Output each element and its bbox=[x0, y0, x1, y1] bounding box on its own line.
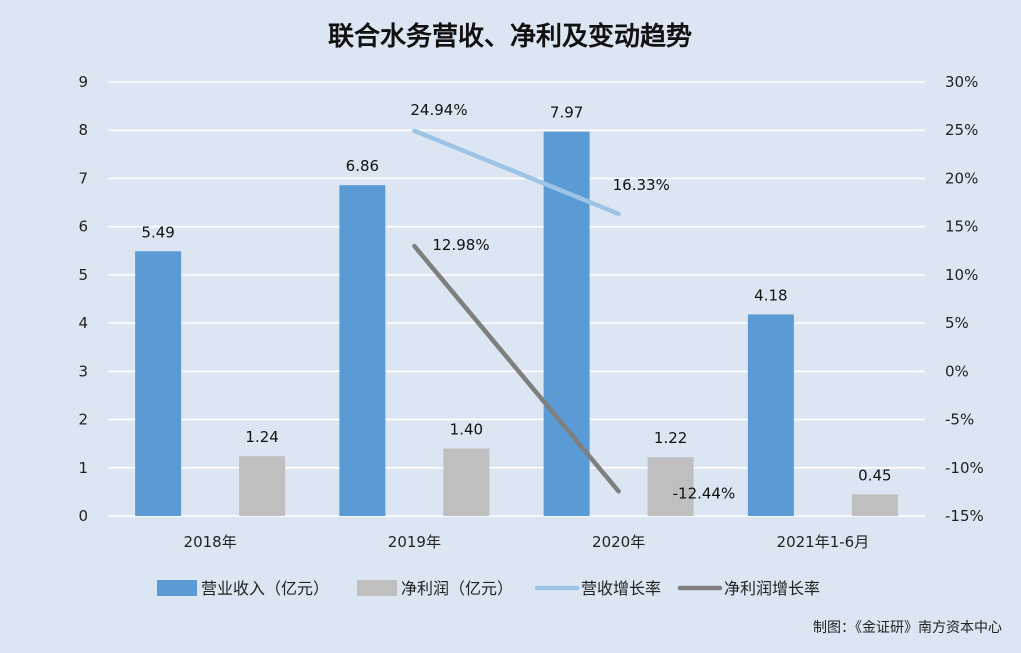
right-tick-label: -10% bbox=[945, 459, 984, 477]
legend-swatch bbox=[157, 580, 197, 596]
left-axis-ticks: 0 1 2 3 4 5 6 7 8 9 bbox=[78, 73, 88, 525]
legend: 营业收入（亿元） 净利润（亿元） 营收增长率 净利润增长率 bbox=[157, 579, 820, 598]
bar-value-label: 1.24 bbox=[245, 428, 278, 446]
left-tick-label: 3 bbox=[78, 362, 88, 380]
right-tick-label: 20% bbox=[945, 169, 978, 187]
bar bbox=[443, 448, 490, 516]
bar bbox=[135, 251, 182, 516]
left-tick-label: 0 bbox=[78, 507, 88, 525]
bar bbox=[747, 314, 794, 516]
x-tick-label: 2019年 bbox=[388, 533, 441, 551]
legend-label: 营收增长率 bbox=[581, 579, 661, 598]
left-tick-label: 6 bbox=[78, 218, 88, 236]
data-labels: 5.49 6.86 7.97 4.18 1.24 1.40 1.22 0.45 24.94% 16… bbox=[141, 101, 891, 503]
x-axis-labels: 2018年 2019年 2020年 2021年1-6月 bbox=[184, 533, 870, 551]
bar-value-label: 1.22 bbox=[654, 429, 687, 447]
bar bbox=[851, 494, 898, 516]
line-value-label: 12.98% bbox=[432, 236, 489, 254]
bar bbox=[647, 457, 694, 516]
right-tick-label: 30% bbox=[945, 73, 978, 91]
bar bbox=[239, 456, 286, 516]
x-tick-label: 2018年 bbox=[184, 533, 237, 551]
right-tick-label: 10% bbox=[945, 266, 978, 284]
x-tick-label: 2020年 bbox=[592, 533, 645, 551]
gridlines bbox=[108, 81, 925, 517]
left-tick-label: 5 bbox=[78, 266, 88, 284]
bar-value-label: 5.49 bbox=[141, 223, 174, 241]
bar-value-label: 1.40 bbox=[450, 420, 483, 438]
left-tick-label: 8 bbox=[78, 121, 88, 139]
right-tick-label: -5% bbox=[945, 411, 974, 429]
chart-title: 联合水务营收、净利及变动趋势 bbox=[328, 21, 692, 52]
bars bbox=[135, 131, 898, 516]
left-tick-label: 7 bbox=[78, 169, 88, 187]
trend-line bbox=[412, 243, 621, 494]
left-tick-label: 4 bbox=[78, 314, 88, 332]
legend-label: 净利润（亿元） bbox=[401, 579, 513, 598]
bar-value-label: 6.86 bbox=[346, 157, 379, 175]
legend-swatch bbox=[357, 580, 397, 596]
right-tick-label: 25% bbox=[945, 121, 978, 139]
right-tick-label: -15% bbox=[945, 507, 984, 525]
line-value-label: 16.33% bbox=[613, 176, 670, 194]
line-value-label: 24.94% bbox=[410, 101, 467, 119]
bar-value-label: 0.45 bbox=[858, 466, 891, 484]
bar-value-label: 4.18 bbox=[754, 286, 787, 304]
left-tick-label: 1 bbox=[78, 459, 88, 477]
bar bbox=[543, 131, 590, 516]
right-tick-label: 5% bbox=[945, 314, 969, 332]
trend-lines bbox=[412, 128, 621, 494]
trend-line bbox=[412, 128, 621, 217]
legend-label: 营业收入（亿元） bbox=[201, 579, 329, 598]
source-note: 制图：《金证研》南方资本中心 bbox=[813, 620, 1002, 636]
x-tick-label: 2021年1-6月 bbox=[777, 533, 870, 551]
bar bbox=[339, 185, 386, 516]
left-tick-label: 9 bbox=[78, 73, 88, 91]
bar-value-label: 7.97 bbox=[550, 104, 583, 122]
right-axis-ticks: -15% -10% -5% 0% 5% 10% 15% 20% 25% 30% bbox=[945, 73, 984, 525]
left-tick-label: 2 bbox=[78, 411, 88, 429]
right-tick-label: 15% bbox=[945, 218, 978, 236]
legend-label: 净利润增长率 bbox=[724, 579, 820, 598]
line-value-label: -12.44% bbox=[673, 484, 736, 502]
right-tick-label: 0% bbox=[945, 362, 969, 380]
